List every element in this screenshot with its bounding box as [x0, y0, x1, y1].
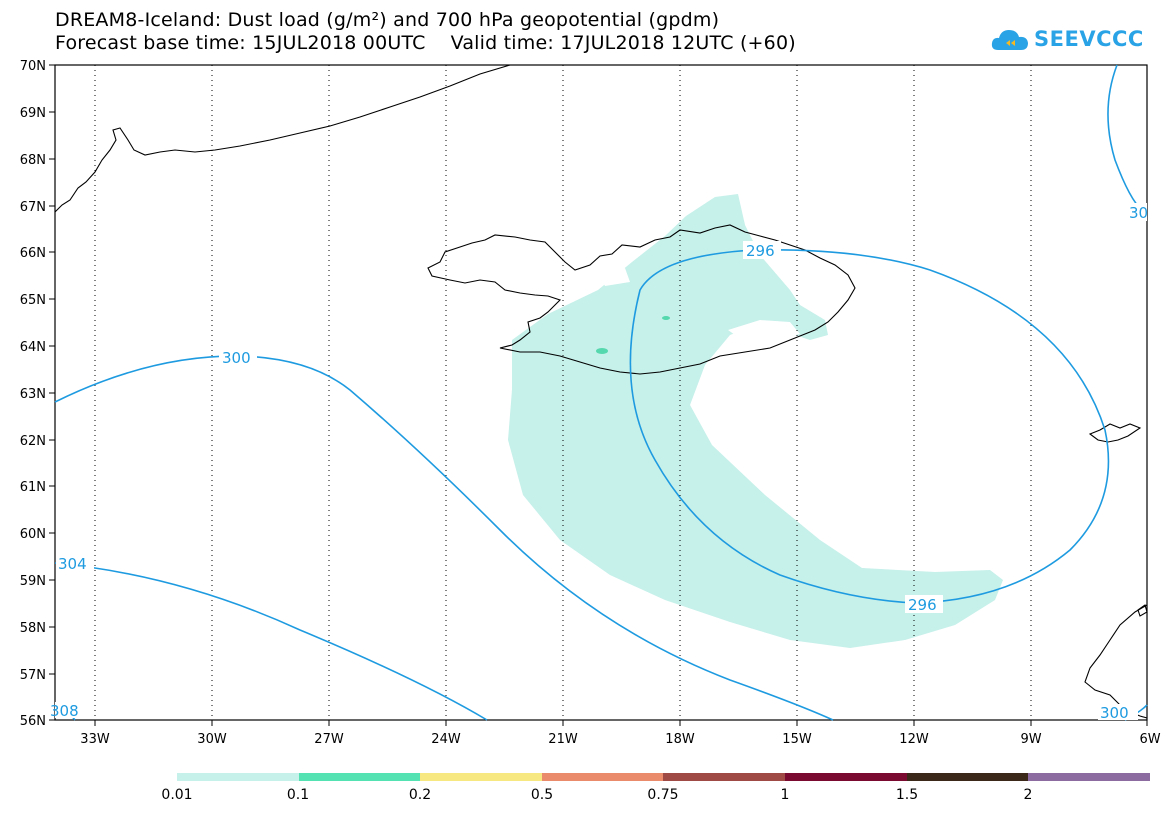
latitude-labels: 70N 69N 68N 67N 66N 65N 64N 63N 62N 61N … — [20, 59, 46, 729]
logo-text: SEEVCCC — [1034, 27, 1144, 51]
lat-label: 67N — [20, 200, 46, 215]
dust-high-spot — [662, 316, 670, 320]
legend-label: 1 — [780, 787, 790, 803]
lon-label: 30W — [197, 732, 227, 747]
iceland-coast — [427, 224, 856, 375]
contour-296 — [629, 249, 1110, 604]
lat-label: 70N — [20, 59, 46, 74]
lon-label: 15W — [782, 732, 812, 747]
legend-swatch — [177, 773, 299, 781]
axis-ticks — [49, 64, 1148, 726]
legend-label: 0.5 — [530, 787, 554, 803]
lon-label: 21W — [548, 732, 578, 747]
faroe-coast — [1088, 423, 1142, 443]
cloud-logo-icon — [991, 30, 1028, 50]
dust-plume-area — [508, 194, 1003, 648]
legend-label: 1.5 — [895, 787, 919, 803]
contour-300-northeast — [1107, 64, 1143, 211]
lon-label: 18W — [665, 732, 695, 747]
clear-patch — [728, 320, 800, 342]
contour-304 — [54, 562, 488, 721]
lat-label: 66N — [20, 246, 46, 261]
lat-label: 60N — [20, 527, 46, 542]
lat-label: 56N — [20, 714, 46, 729]
map-title: DREAM8-Iceland: Dust load (g/m²) and 700… — [55, 9, 720, 31]
legend-swatch — [1028, 773, 1150, 781]
legend-label: 0.2 — [408, 787, 432, 803]
shetland-coast — [1137, 604, 1148, 617]
lat-label: 57N — [20, 668, 46, 683]
lat-label: 59N — [20, 574, 46, 589]
lon-label: 9W — [1020, 732, 1041, 747]
legend-swatch — [298, 773, 421, 781]
contour-label: 300 — [222, 349, 251, 367]
legend-swatch — [420, 773, 542, 781]
lat-label: 58N — [20, 621, 46, 636]
legend-label: 2 — [1023, 787, 1033, 803]
lat-label: 62N — [20, 434, 46, 449]
legend-swatch — [541, 773, 664, 781]
contour-300-west — [54, 355, 834, 721]
lat-label: 63N — [20, 387, 46, 402]
lon-label: 27W — [314, 732, 344, 747]
legend-label: 0.75 — [647, 787, 679, 803]
lat-label: 61N — [20, 480, 46, 495]
lon-label: 6W — [1139, 732, 1160, 747]
dust-small-patch — [600, 268, 630, 286]
legend-swatch — [663, 773, 785, 781]
lat-label: 68N — [20, 153, 46, 168]
contour-label: 296 — [746, 242, 775, 260]
legend-swatch — [784, 773, 907, 781]
scotland-coast — [1084, 604, 1148, 719]
lat-label: 69N — [20, 106, 46, 121]
forecast-time-line: Forecast base time: 15JUL2018 00UTC Vali… — [55, 32, 796, 54]
contour-label: 30 — [1129, 204, 1148, 222]
lat-label: 65N — [20, 293, 46, 308]
dust-high-spot — [596, 348, 608, 354]
legend-label: 0.01 — [161, 787, 193, 803]
seevccc-logo: SEEVCCC — [990, 19, 1144, 59]
legend-swatch — [906, 773, 1029, 781]
legend-colorbar — [177, 773, 1150, 781]
geopotential-contours — [54, 64, 1148, 721]
contour-label: 300 — [1100, 704, 1129, 722]
lon-label: 33W — [80, 732, 110, 747]
lon-label: 24W — [431, 732, 461, 747]
lon-label: 12W — [899, 732, 929, 747]
contour-label: 304 — [58, 555, 87, 573]
contour-label: 296 — [908, 596, 937, 614]
contour-label: 308 — [50, 702, 79, 720]
greenland-coast — [54, 64, 511, 213]
legend-label: 0.1 — [286, 787, 310, 803]
longitude-labels: 33W 30W 27W 24W 21W 18W 15W 12W 9W 6W — [80, 732, 1160, 747]
lat-label: 64N — [20, 340, 46, 355]
